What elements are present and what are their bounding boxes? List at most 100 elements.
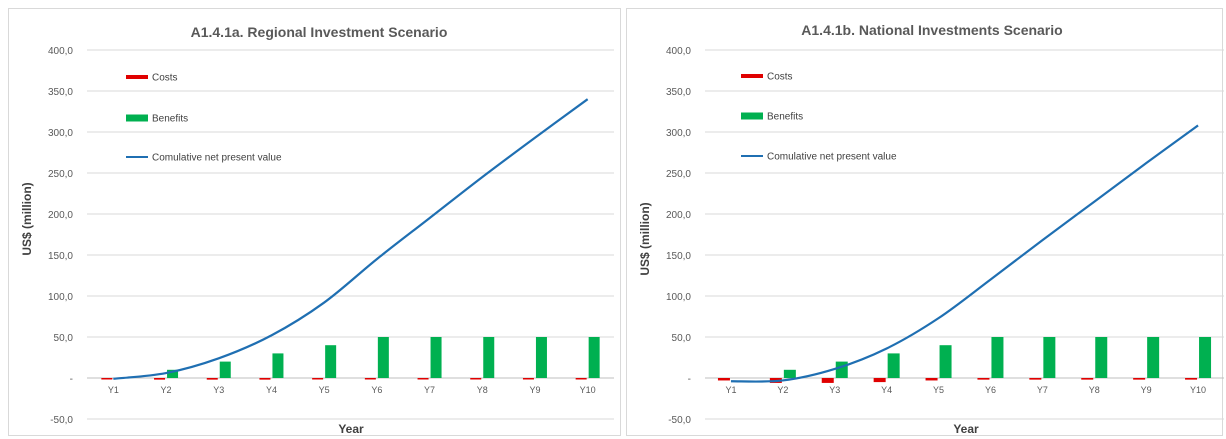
x-tick-label: Y1 — [108, 385, 119, 395]
cost-bar — [1133, 378, 1146, 380]
y-axis-title: US$ (million) — [20, 182, 34, 255]
benefit-bar — [325, 345, 337, 378]
x-tick-label: Y2 — [777, 385, 788, 395]
cost-bar — [417, 378, 429, 380]
y-tick-label: - — [70, 374, 73, 385]
y-tick-label: 100,0 — [48, 292, 73, 303]
legend-label: Benefits — [152, 114, 188, 125]
cost-bar — [821, 378, 834, 383]
cost-bar — [101, 378, 113, 380]
y-tick-label: 250,0 — [666, 169, 691, 180]
x-tick-label: Y9 — [1141, 385, 1152, 395]
y-tick-label: -50,0 — [50, 415, 73, 426]
cost-bar — [925, 378, 938, 381]
x-tick-label: Y2 — [161, 385, 172, 395]
y-tick-label: 400,0 — [48, 46, 73, 57]
y-tick-label: 300,0 — [48, 128, 73, 139]
x-tick-label: Y1 — [725, 385, 736, 395]
x-axis-title: Year — [338, 422, 364, 436]
benefit-bar — [1199, 337, 1212, 378]
legend-label: Comulative net present value — [152, 153, 282, 164]
cost-bar — [154, 378, 166, 380]
y-tick-label: 200,0 — [666, 210, 691, 221]
cost-bar — [873, 378, 886, 383]
benefit-bar — [783, 369, 796, 378]
cost-bar — [259, 378, 271, 380]
x-tick-label: Y10 — [580, 385, 596, 395]
legend-swatch — [741, 74, 763, 78]
x-tick-label: Y6 — [371, 385, 382, 395]
chart-panel-national: A1.4.1b. National Investments Scenario U… — [626, 8, 1224, 436]
cost-bar — [522, 378, 534, 380]
y-tick-label: -50,0 — [668, 415, 691, 426]
legend-swatch — [741, 112, 763, 120]
legend-label: Comulative net present value — [767, 152, 897, 163]
legend-benefits: Benefits — [741, 112, 803, 123]
x-tick-label: Y4 — [881, 385, 892, 395]
x-tick-label: Y3 — [829, 385, 840, 395]
cost-bar — [1185, 378, 1198, 380]
cumulative-npv-line — [730, 124, 1199, 383]
legend-cumulative-npv: Comulative net present value — [741, 152, 897, 163]
legend-swatch — [126, 156, 148, 158]
y-tick-label: 50,0 — [672, 333, 692, 344]
x-tick-label: Y6 — [985, 385, 996, 395]
y-axis-title: US$ (million) — [638, 202, 652, 275]
x-tick-label: Y9 — [529, 385, 540, 395]
legend-costs: Costs — [126, 73, 178, 84]
y-tick-label: 300,0 — [666, 128, 691, 139]
x-axis-title: Year — [953, 422, 979, 436]
benefit-bar — [1095, 337, 1108, 378]
benefit-bar — [939, 345, 952, 378]
y-tick-label: 350,0 — [666, 87, 691, 98]
y-tick-label: 350,0 — [48, 87, 73, 98]
y-tick-label: 150,0 — [666, 251, 691, 262]
benefit-bar — [1043, 337, 1056, 378]
legend-cumulative-npv: Comulative net present value — [126, 153, 282, 164]
x-tick-label: Y10 — [1190, 385, 1206, 395]
cost-bar — [1029, 378, 1042, 380]
x-tick-label: Y4 — [266, 385, 277, 395]
chart-panel-regional: A1.4.1a. Regional Investment Scenario US… — [8, 8, 621, 436]
cost-bar — [977, 378, 990, 380]
x-tick-label: Y3 — [213, 385, 224, 395]
benefit-bar — [272, 353, 284, 378]
x-tick-label: Y7 — [424, 385, 435, 395]
benefit-bar — [1147, 337, 1160, 378]
legend-swatch — [126, 114, 148, 122]
benefit-bar — [167, 369, 179, 378]
chart-title: A1.4.1b. National Investments Scenario — [801, 22, 1062, 38]
chart-regional-investment: A1.4.1a. Regional Investment Scenario US… — [20, 24, 614, 436]
y-tick-label: 150,0 — [48, 251, 73, 262]
x-tick-label: Y8 — [477, 385, 488, 395]
legend-swatch — [741, 155, 763, 157]
x-tick-label: Y7 — [1037, 385, 1048, 395]
cost-bar — [312, 378, 324, 380]
benefit-bar — [535, 337, 547, 378]
y-tick-label: 250,0 — [48, 169, 73, 180]
benefit-bar — [430, 337, 442, 378]
x-tick-label: Y5 — [933, 385, 944, 395]
cost-bar — [206, 378, 218, 380]
benefit-bar — [991, 337, 1004, 378]
y-tick-label: 200,0 — [48, 210, 73, 221]
cost-bar — [364, 378, 376, 380]
y-tick-label: 400,0 — [666, 46, 691, 57]
legend-costs: Costs — [741, 72, 793, 83]
benefit-bar — [483, 337, 495, 378]
y-tick-label: - — [688, 374, 691, 385]
cost-bar — [717, 378, 730, 381]
cost-bar — [1081, 378, 1094, 380]
benefit-bar — [835, 361, 848, 378]
x-tick-label: Y5 — [319, 385, 330, 395]
benefit-bar — [219, 361, 231, 378]
cost-bar — [470, 378, 482, 380]
legend-benefits: Benefits — [126, 114, 188, 125]
chart-national-investments: A1.4.1b. National Investments Scenario U… — [638, 22, 1224, 436]
benefit-bar — [588, 337, 600, 378]
x-tick-label: Y8 — [1089, 385, 1100, 395]
legend-swatch — [126, 75, 148, 79]
legend-label: Costs — [152, 73, 178, 84]
legend-label: Costs — [767, 72, 793, 83]
cumulative-npv-line — [113, 98, 589, 380]
